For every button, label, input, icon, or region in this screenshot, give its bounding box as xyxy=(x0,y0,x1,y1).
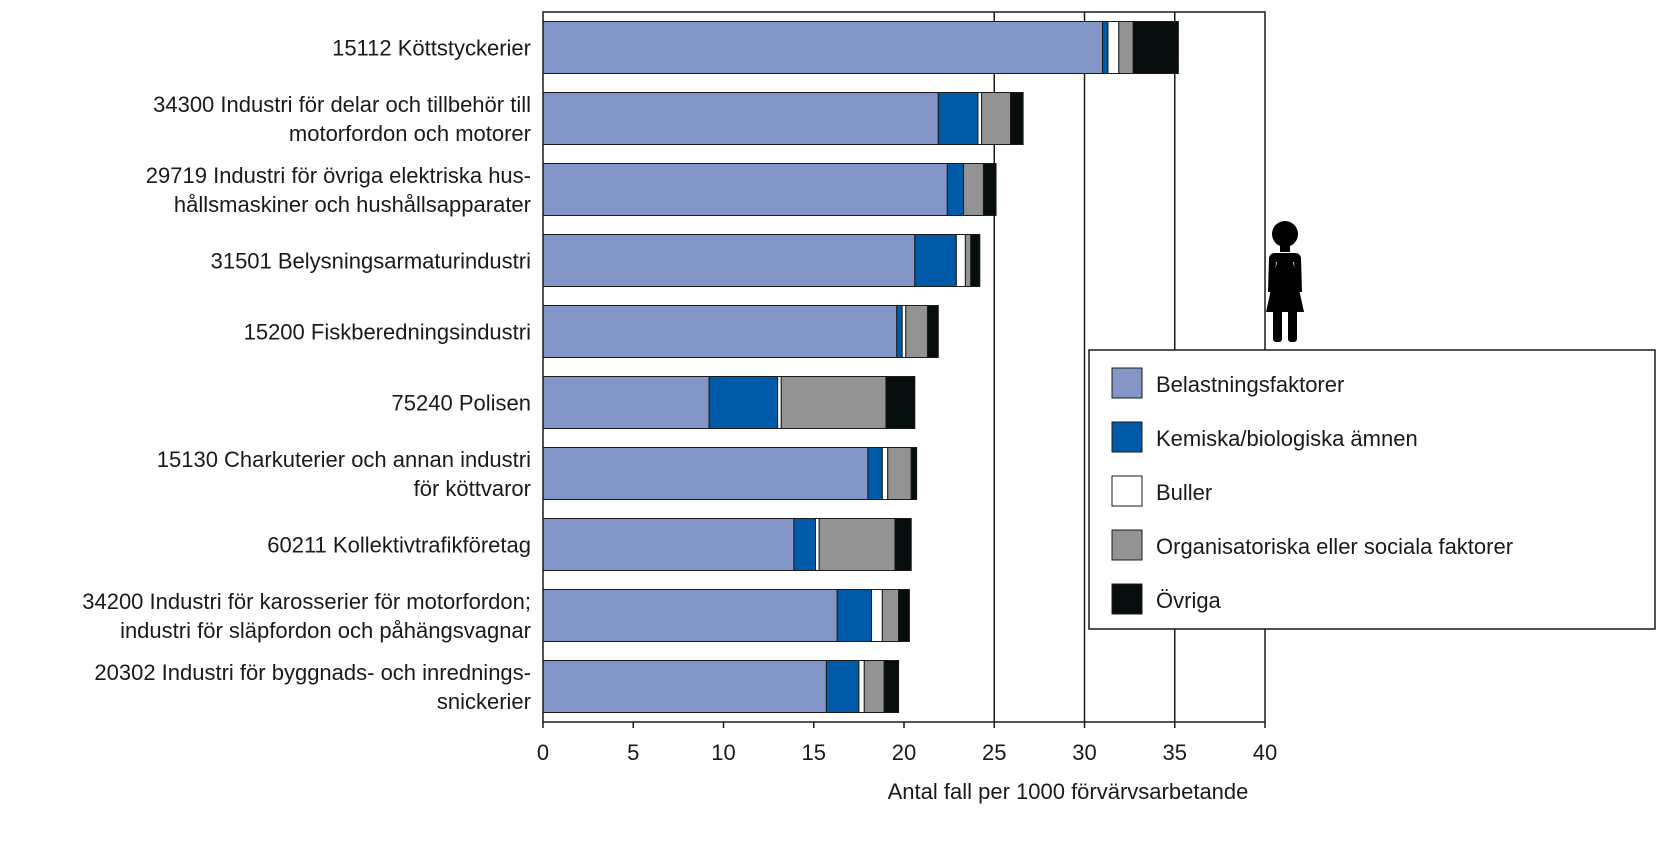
bar-segment xyxy=(964,234,972,287)
x-tick-label: 20 xyxy=(892,740,916,765)
bar-segment xyxy=(542,234,916,287)
bar-segment xyxy=(946,163,965,216)
bar-segment xyxy=(836,589,873,642)
bar-segment xyxy=(542,21,1104,74)
x-tick-labels: 0 5 10 15 20 25 30 35 40 xyxy=(537,722,1277,765)
bar-segment xyxy=(1118,21,1134,74)
bar-segment xyxy=(1009,92,1024,145)
bar-segment xyxy=(542,518,795,571)
legend-swatch xyxy=(1111,421,1143,453)
bar-segment xyxy=(1102,21,1109,74)
bars xyxy=(542,21,1179,713)
bar-segment xyxy=(910,447,918,500)
legend-label: Kemiska/biologiska ämnen xyxy=(1156,426,1418,451)
bar-segment xyxy=(815,518,820,571)
category-label: 15112 Köttstyckerier xyxy=(332,36,531,61)
bar-segment xyxy=(963,163,984,216)
bar-segment xyxy=(901,305,907,358)
bar-segment xyxy=(858,660,865,713)
bar-segment xyxy=(905,305,928,358)
bar-segment xyxy=(955,234,966,287)
category-label: hållsmaskiner och hushållsapparater xyxy=(174,192,531,217)
category-label: 34200 Industri för karosserier för motor… xyxy=(82,589,531,614)
bar-segment xyxy=(542,376,710,429)
category-label: motorfordon och motorer xyxy=(289,121,531,146)
category-label: 75240 Polisen xyxy=(392,391,531,416)
bar-segment xyxy=(1132,21,1179,74)
x-tick-label: 30 xyxy=(1072,740,1096,765)
bar-segment xyxy=(542,92,939,145)
x-tick-label: 15 xyxy=(802,740,826,765)
bar-segment xyxy=(867,447,883,500)
category-label: 15200 Fiskberedningsindustri xyxy=(244,320,531,345)
bar-segment xyxy=(1107,21,1120,74)
category-label: 60211 Kollektivtrafikföretag xyxy=(267,533,531,558)
legend-swatch xyxy=(1111,475,1143,507)
x-tick-label: 10 xyxy=(711,740,735,765)
x-tick-label: 35 xyxy=(1163,740,1187,765)
category-label: 34300 Industri för delar och tillbehör t… xyxy=(153,92,531,117)
bar-segment xyxy=(883,660,900,713)
category-labels: 15112 Köttstyckerier 34300 Industri för d… xyxy=(82,36,531,715)
bar-segment xyxy=(970,234,981,287)
category-label: snickerier xyxy=(437,689,531,714)
bar-segment xyxy=(825,660,860,713)
bar-segment xyxy=(881,589,900,642)
legend-label: Belastningsfaktorer xyxy=(1156,372,1344,397)
bar-segment xyxy=(898,589,910,642)
legend-label: Organisatoriska eller sociala faktorer xyxy=(1156,534,1513,559)
legend-swatch xyxy=(1111,583,1143,615)
legend-label: Buller xyxy=(1156,480,1212,505)
bar-segment xyxy=(977,92,983,145)
bar-segment xyxy=(542,163,948,216)
category-label: 15130 Charkuterier och annan industri xyxy=(157,447,531,472)
bar-segment xyxy=(871,589,883,642)
bar-segment xyxy=(982,163,997,216)
legend-swatch xyxy=(1111,367,1143,399)
legend: Belastningsfaktorer Kemiska/biologiska äm… xyxy=(1088,349,1656,630)
category-label: industri för släpfordon och påhängsvagna… xyxy=(120,618,531,643)
x-tick-label: 0 xyxy=(537,740,549,765)
bar-segment xyxy=(542,660,827,713)
bar-segment xyxy=(887,447,912,500)
bar-segment xyxy=(981,92,1011,145)
bar-segment xyxy=(542,589,838,642)
category-label: 29719 Industri för övriga elektriska hus… xyxy=(146,163,531,188)
bar-segment xyxy=(542,447,869,500)
bar-segment xyxy=(914,234,957,287)
bar-segment xyxy=(926,305,939,358)
x-tick-label: 5 xyxy=(627,740,639,765)
bar-segment xyxy=(777,376,782,429)
x-tick-label: 40 xyxy=(1253,740,1277,765)
legend-box xyxy=(1088,349,1656,630)
legend-label: Övriga xyxy=(1156,588,1222,613)
woman-icon xyxy=(1266,221,1304,342)
x-axis-title: Antal fall per 1000 förvärvsarbetande xyxy=(888,779,1249,804)
bar-segment xyxy=(937,92,979,145)
x-tick-label: 25 xyxy=(982,740,1006,765)
bar-segment xyxy=(542,305,898,358)
category-label: för köttvaror xyxy=(414,476,531,501)
bar-segment xyxy=(894,518,912,571)
bar-segment xyxy=(708,376,779,429)
category-label: 20302 Industri för byggnads- och inredni… xyxy=(94,660,531,685)
bar-segment xyxy=(780,376,887,429)
bar-segment xyxy=(863,660,885,713)
bar-segment xyxy=(818,518,896,571)
legend-swatch xyxy=(1111,529,1143,561)
bar-segment xyxy=(881,447,889,500)
bar-segment xyxy=(885,376,916,429)
category-label: 31501 Belysningsarmaturindustri xyxy=(211,249,531,274)
bar-segment xyxy=(793,518,817,571)
bar-segment xyxy=(896,305,903,358)
